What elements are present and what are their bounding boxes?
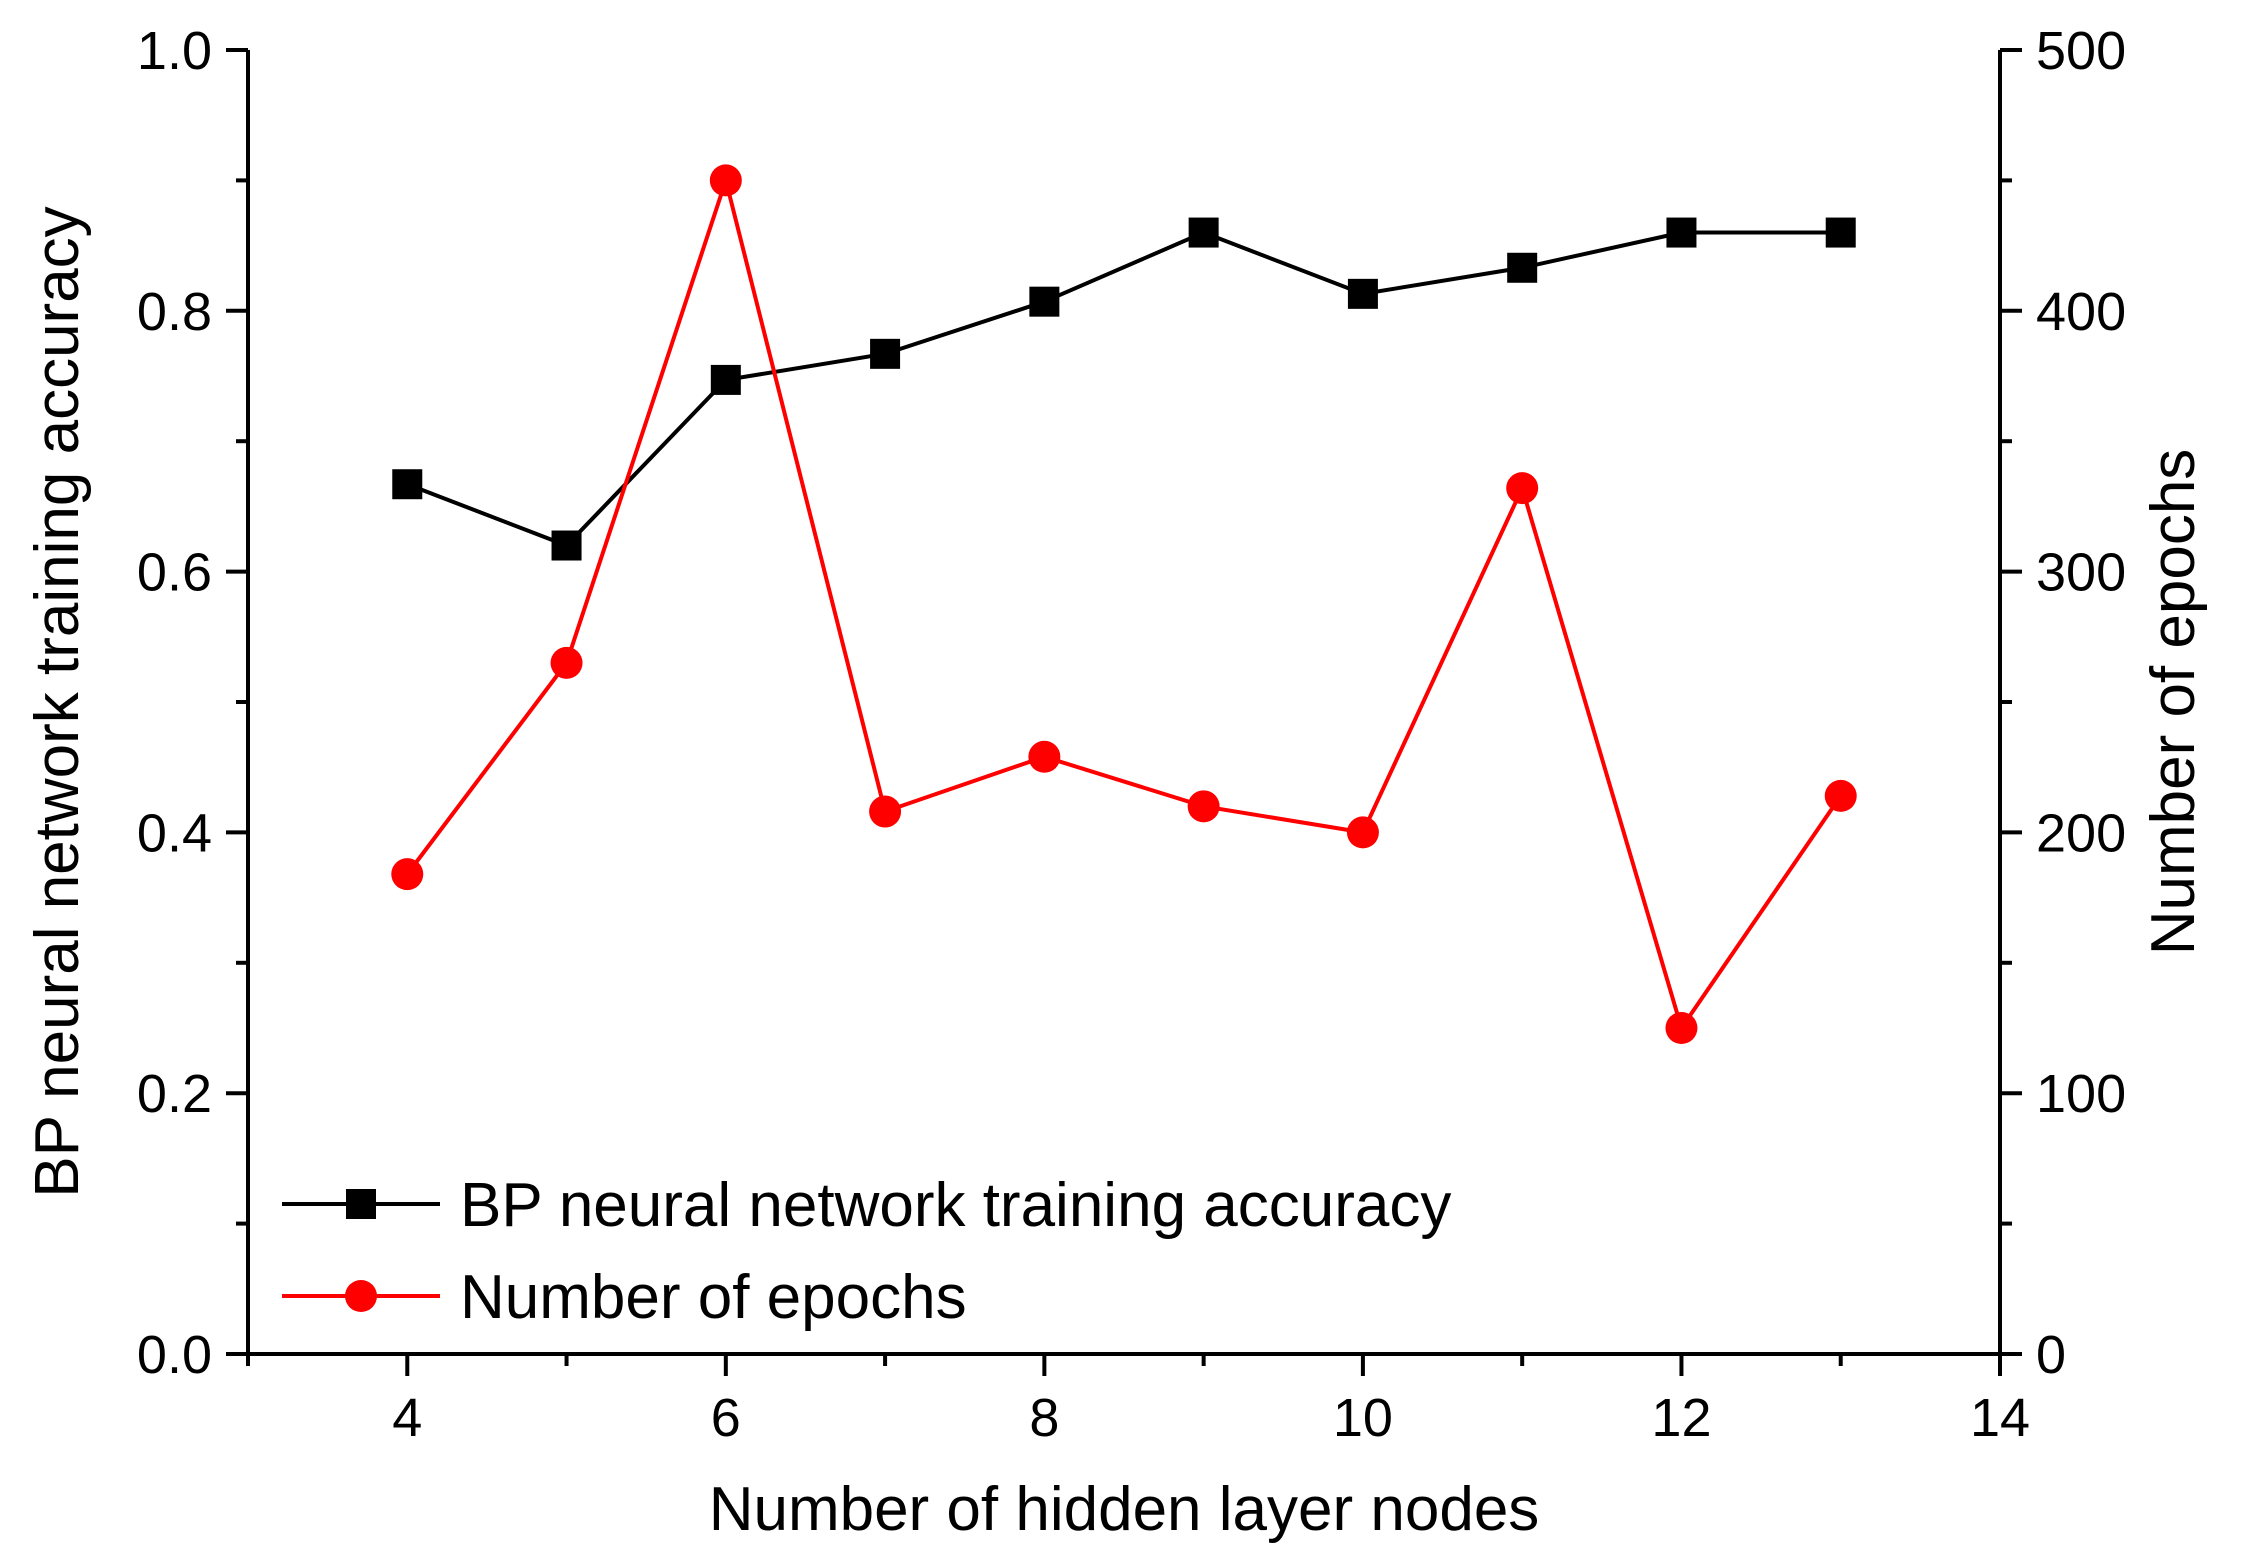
data-point [1188,217,1219,248]
series-line [406,230,1841,548]
data-point [391,858,424,891]
axes: 4 6 8 10 12 14 0.0 0.2 0.4 0.6 0.8 1.0 0 100 200 300 400… [137,21,2126,1448]
legend-marker [346,1189,376,1219]
x-tick-label: 8 [1029,1388,1059,1448]
x-tick-label: 12 [1651,1388,1711,1448]
data-point [551,530,582,561]
y-tick-label: 0.4 [137,803,212,863]
x-tick-label: 14 [1970,1388,2030,1448]
y2-tick-label: 0 [2036,1325,2066,1385]
data-point [870,338,901,369]
legend-item: Number of epochs [282,1263,967,1332]
legend-item: BP neural network training accuracy [282,1171,1451,1240]
y-axis-title: BP neural network training accuracy [23,206,92,1197]
y2-tick-label: 100 [2036,1064,2126,1124]
data-point [710,364,741,395]
legend-label: Number of epochs [460,1263,967,1332]
y2-tick-label: 500 [2036,21,2126,81]
y-tick-label: 0.2 [137,1064,212,1124]
data-point [550,646,583,679]
data-point [1665,1012,1698,1044]
series-0 [392,217,1856,561]
data-point [1824,779,1857,812]
y2-tick-label: 400 [2036,282,2126,342]
data-point [1666,217,1697,248]
y-tick-label: 0.8 [137,282,212,342]
data-point [1346,816,1379,849]
data-point [1507,252,1538,283]
series-1 [391,164,1857,1044]
y-tick-label: 0.6 [137,543,212,603]
legend: BP neural network training accuracy Numbe… [282,1171,1451,1332]
series-line [405,173,1843,1033]
data-point [1347,278,1378,309]
data-point [1028,740,1061,773]
y-tick-label: 1.0 [137,21,212,81]
y-tick-label: 0.0 [137,1325,212,1385]
y2-tick-label: 300 [2036,543,2126,603]
x-tick-label: 6 [711,1388,741,1448]
data-point [1825,217,1856,248]
data-point [1506,472,1539,505]
x-axis-title: Number of hidden layer nodes [709,1475,1540,1544]
legend-marker [345,1280,377,1312]
data-point [1187,790,1220,823]
data-point [869,795,902,828]
y2-tick-label: 200 [2036,803,2126,863]
y2-axis-title: Number of epochs [2139,449,2208,956]
legend-label: BP neural network training accuracy [460,1171,1451,1240]
data-point [709,164,742,197]
x-tick-label: 10 [1333,1388,1393,1448]
series-layer [391,164,1857,1044]
data-point [1029,286,1060,317]
data-point [392,469,423,500]
x-tick-label: 4 [392,1388,422,1448]
